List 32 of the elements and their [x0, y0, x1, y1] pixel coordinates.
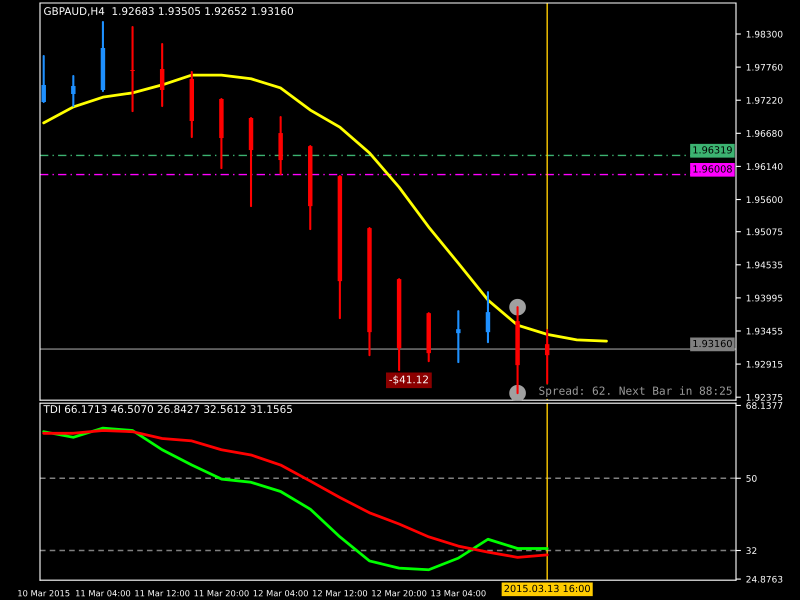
annotation: -$41.12	[389, 375, 428, 385]
y-tick-label: 1.93455	[746, 328, 782, 335]
y-tick-label: 32	[746, 547, 756, 554]
ref-line-label: 1.93160	[693, 340, 732, 348]
x-tick-label: 12 Mar 20:00	[372, 590, 426, 596]
ref-line-label: 1.96008	[693, 165, 732, 173]
y-tick-label: 1.93995	[746, 294, 782, 302]
y-tick-label: 68.1377	[746, 402, 782, 410]
ref-line-label: 1.96319	[693, 146, 732, 154]
x-tick-label: 12 Mar 12:00	[312, 590, 368, 596]
chart-title: GBPAUD,H4 1.92683 1.93505 1.92652 1.93160	[44, 7, 294, 16]
y-tick-label: 1.96680	[746, 130, 782, 137]
x-tick-label: 10 Mar 2015	[18, 590, 70, 596]
y-tick-label: 1.97760	[746, 64, 782, 71]
y-tick-label: 1.92375	[746, 394, 782, 401]
y-tick-label: 1.96140	[746, 163, 782, 170]
y-tick-label: 1.92915	[746, 360, 782, 368]
y-tick-label: 1.95600	[746, 196, 782, 204]
x-tick-label: 11 Mar 04:00	[76, 590, 130, 596]
y-tick-label: 24.8763	[746, 576, 782, 583]
x-tick-label: 13 Mar 04:00	[431, 590, 486, 596]
annotation: Spread: 62. Next Bar in 88:25	[539, 386, 732, 398]
ref-line-label: 2015.03.13 16:00	[504, 584, 590, 592]
y-tick-label: 1.95075	[746, 228, 782, 236]
y-tick-label: 1.94535	[746, 262, 782, 268]
chart-title: TDI 66.1713 46.5070 26.8427 32.5612 31.1565	[43, 405, 292, 414]
y-tick-label: 1.98300	[746, 30, 782, 38]
x-tick-label: 11 Mar 20:00	[194, 590, 249, 596]
x-tick-label: 11 Mar 12:00	[135, 590, 190, 596]
x-tick-label: 12 Mar 04:00	[254, 590, 308, 596]
y-tick-label: 1.97220	[746, 96, 782, 104]
y-tick-label: 50	[746, 474, 757, 482]
